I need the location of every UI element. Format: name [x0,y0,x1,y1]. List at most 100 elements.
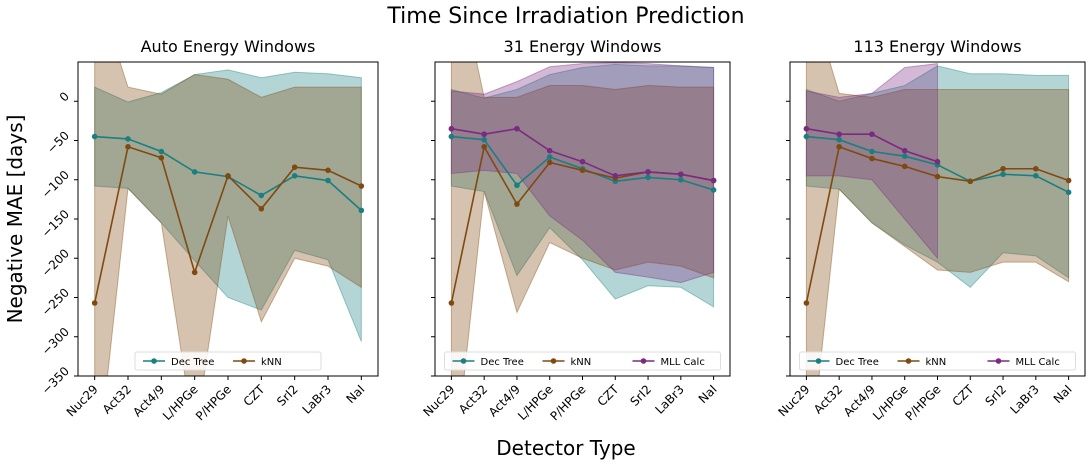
legend-box [799,351,1076,371]
point [579,167,586,174]
point [869,148,875,155]
y-tick-label: −100 [39,168,72,201]
legend-box [134,351,322,371]
point [258,205,265,212]
y-tick-label: −300 [39,325,72,358]
point [803,133,810,140]
error-band [450,62,715,376]
legend-label: MLL Calc [661,357,705,368]
point [91,300,98,306]
x-tick-label: Nuc29 [775,382,812,419]
point [325,167,331,174]
point [934,173,941,180]
point [448,133,455,140]
x-tick-label: SrI2 [982,382,1009,409]
point [836,143,842,150]
point [258,192,265,199]
x-tick-label: SrI2 [274,382,301,409]
x-tick-label: L/HPGe [160,382,201,423]
x-tick-label: CZT [950,382,977,409]
point [125,136,131,142]
point [710,187,717,193]
point [1065,189,1072,196]
point [481,136,487,143]
legend-marker [995,358,1002,364]
point [546,154,553,160]
legend-marker [241,358,247,364]
point [514,125,520,132]
point [901,163,908,170]
y-tick-label: 0 [57,89,72,104]
x-tick-label: Act32 [811,382,845,416]
legend-marker [640,358,647,364]
x-tick-label: NaI [1051,382,1075,406]
point [803,300,810,306]
legend-box [444,351,721,371]
x-tick-label: LaBr3 [1007,382,1042,417]
point [710,177,717,184]
point [869,131,875,138]
x-tick-label: Nuc29 [420,382,457,419]
point [678,176,684,183]
point [291,173,298,179]
legend-label: kNN [926,357,947,368]
point [291,164,298,170]
error-band [94,69,362,342]
point [158,148,165,155]
point [191,169,198,175]
point [1033,173,1039,179]
point [225,173,231,179]
x-tick-label: NaI [344,382,368,406]
point [358,207,365,214]
point [901,153,908,159]
point [836,136,842,143]
x-tick-label: Nuc29 [64,382,101,419]
point [967,178,974,185]
error-band [94,62,362,376]
legend-marker [460,358,467,364]
legend-marker [815,358,822,364]
point [836,131,842,138]
legend-marker [905,358,912,364]
x-tick-label: P/HPGe [193,382,234,423]
point [934,158,941,165]
point [901,147,908,154]
point [91,133,98,140]
error-band [805,62,1070,376]
point [158,154,165,161]
point [546,147,553,154]
x-tick-label: CZT [595,382,622,409]
point [546,159,553,166]
point [803,125,810,132]
point [579,158,586,165]
point [678,171,684,178]
y-tick-label: −200 [39,246,72,279]
legend-label: Dec Tree [481,357,524,368]
x-tick-label: Act32 [100,382,134,416]
point [514,201,520,207]
point [358,183,365,189]
point [481,143,487,150]
point [448,125,455,132]
plot-area [448,62,717,376]
x-tick-label: P/HPGe [902,382,943,423]
legend-label: Dec Tree [171,357,214,368]
x-tick-label: LaBr3 [652,382,687,417]
x-tick-label: CZT [241,382,268,409]
point [514,182,520,189]
x-tick-label: Act32 [456,382,490,416]
point [645,174,651,181]
x-axis-label: Detector Type [496,436,635,460]
legend-label: kNN [571,357,592,368]
x-tick-label: SrI2 [627,382,654,409]
legend-label: Dec Tree [836,357,879,368]
x-tick-label: LaBr3 [300,382,335,417]
y-axis-label: Negative MAE [days] [3,115,27,324]
y-tick-label: −50 [44,128,72,156]
point [869,155,875,162]
y-tick-label: −350 [39,364,72,397]
y-tick-label: −250 [39,285,72,318]
point [645,169,651,175]
figure-title: Time Since Irradiation Prediction [386,4,744,29]
